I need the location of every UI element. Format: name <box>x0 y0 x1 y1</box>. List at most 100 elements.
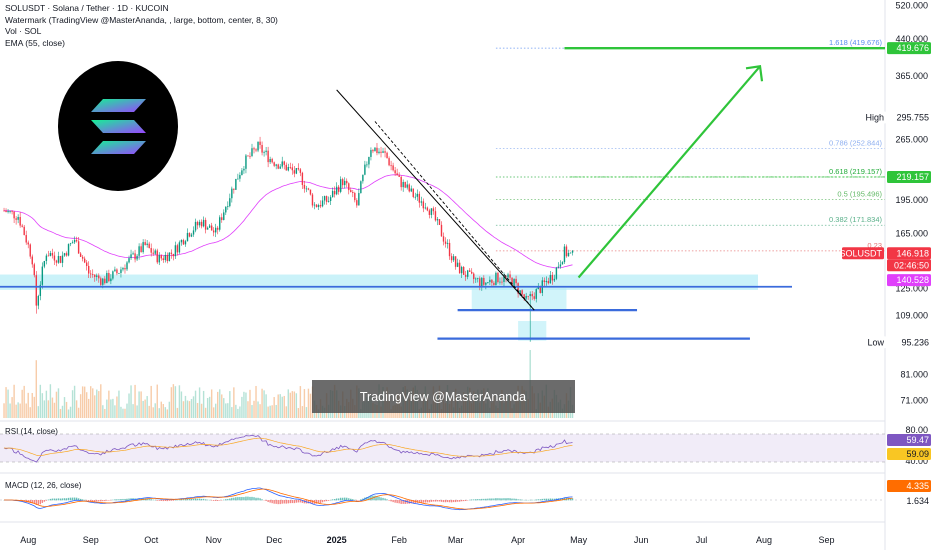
candle-body <box>296 168 297 174</box>
macd-histogram-bar <box>296 500 297 503</box>
candle-body <box>116 269 117 273</box>
candle-body <box>388 158 389 165</box>
candle-body <box>187 233 188 241</box>
chart-legend: SOLUSDT · Solana / Tether · 1D · KUCOIN … <box>5 3 278 49</box>
macd-histogram-bar <box>120 499 121 500</box>
candle-body <box>102 279 103 285</box>
candle-body <box>76 240 77 241</box>
price-axis[interactable]: 520.000440.000365.000265.000195.000165.0… <box>895 1 928 466</box>
candle-body <box>98 276 99 279</box>
volume-bar <box>76 400 77 418</box>
time-tick: Jul <box>696 535 708 545</box>
candle-body <box>128 258 129 262</box>
candle-body <box>108 273 109 281</box>
macd-histogram-bar <box>294 500 295 503</box>
tag-high-label: High <box>865 113 884 123</box>
candle-body <box>294 170 295 173</box>
volume-bar <box>271 405 272 418</box>
macd-histogram-bar <box>356 500 357 501</box>
volume-bar <box>102 405 103 418</box>
candle-body <box>318 205 319 207</box>
candle-body <box>183 240 184 244</box>
volume-bar <box>310 394 311 418</box>
macd-histogram-bar <box>451 500 452 502</box>
macd-histogram-bar <box>124 499 125 500</box>
macd-histogram-bar <box>247 497 248 501</box>
candle-body <box>112 271 113 278</box>
volume-bar <box>239 406 240 418</box>
volume-bar <box>9 404 10 418</box>
candle-body <box>493 283 494 285</box>
macd-histogram-bar <box>40 500 41 504</box>
macd-histogram-bar <box>465 500 466 501</box>
volume-bar <box>7 390 8 418</box>
symbol-title[interactable]: SOLUSDT · Solana / Tether · 1D · KUCOIN <box>5 3 278 15</box>
volume-bar <box>134 385 135 418</box>
macd-histogram-bar <box>227 499 228 500</box>
candle-body <box>126 262 127 269</box>
candle-body <box>251 148 252 156</box>
candle-body <box>130 254 131 258</box>
candle-body <box>396 173 397 175</box>
macd-histogram-bar <box>292 500 293 503</box>
candle-body <box>144 242 145 245</box>
candle-body <box>336 187 337 195</box>
rsi-pane: RSI (14, close) <box>0 427 885 462</box>
candle-body <box>386 153 387 158</box>
volume-indicator-label[interactable]: Vol · SOL <box>5 26 278 38</box>
candle-body <box>120 269 121 273</box>
volume-bar <box>167 409 168 418</box>
time-tick: Dec <box>266 535 283 545</box>
candle-body <box>457 263 458 267</box>
candle-body <box>427 208 428 211</box>
candle-body <box>304 185 305 189</box>
candle-body <box>195 222 196 231</box>
volume-bar <box>58 388 59 418</box>
candle-body <box>437 219 438 220</box>
ema-indicator-label[interactable]: EMA (55, close) <box>5 38 278 50</box>
macd-histogram-bar <box>521 500 522 501</box>
candle-body <box>94 275 95 277</box>
candle-body <box>100 278 101 285</box>
macd-histogram-bar <box>245 497 246 501</box>
tag-high: 295.755 <box>896 113 929 123</box>
candle-body <box>118 273 119 274</box>
candle-body <box>473 274 474 280</box>
candle-body <box>461 267 462 273</box>
volume-bar <box>261 389 262 418</box>
volume-bar <box>88 399 89 418</box>
tag-rsi: 59.47 <box>906 435 929 445</box>
candle-body <box>197 222 198 225</box>
candle-body <box>72 242 73 243</box>
macd-histogram-bar <box>479 499 480 500</box>
volume-bar <box>304 389 305 418</box>
macd-histogram-bar <box>42 500 43 503</box>
candle-body <box>552 275 553 280</box>
candle-body <box>525 296 526 299</box>
price-tick: 71.000 <box>900 395 928 405</box>
volume-bar <box>48 400 49 418</box>
volume-bar <box>108 391 109 418</box>
candle-body <box>451 256 452 260</box>
volume-bar <box>282 397 283 418</box>
candle-body <box>390 165 391 166</box>
macd-histogram-bar <box>96 500 97 501</box>
macd-histogram-bar <box>326 500 327 501</box>
candle-body <box>358 193 359 205</box>
candle-body <box>564 247 565 263</box>
macd-histogram-bar <box>505 498 506 500</box>
volume-bar <box>34 397 35 418</box>
candle-body <box>481 278 482 286</box>
price-tick: 109.000 <box>895 310 928 320</box>
candle-body <box>527 296 528 297</box>
candle-body <box>38 296 39 306</box>
macd-histogram-bar <box>44 500 45 502</box>
macd-histogram-bar <box>320 500 321 503</box>
watermark-indicator-label[interactable]: Watermark (TradingView @MasterAnanda, , … <box>5 15 278 27</box>
macd-histogram-bar <box>199 499 200 501</box>
volume-bar <box>68 409 69 418</box>
macd-histogram-bar <box>542 499 543 500</box>
